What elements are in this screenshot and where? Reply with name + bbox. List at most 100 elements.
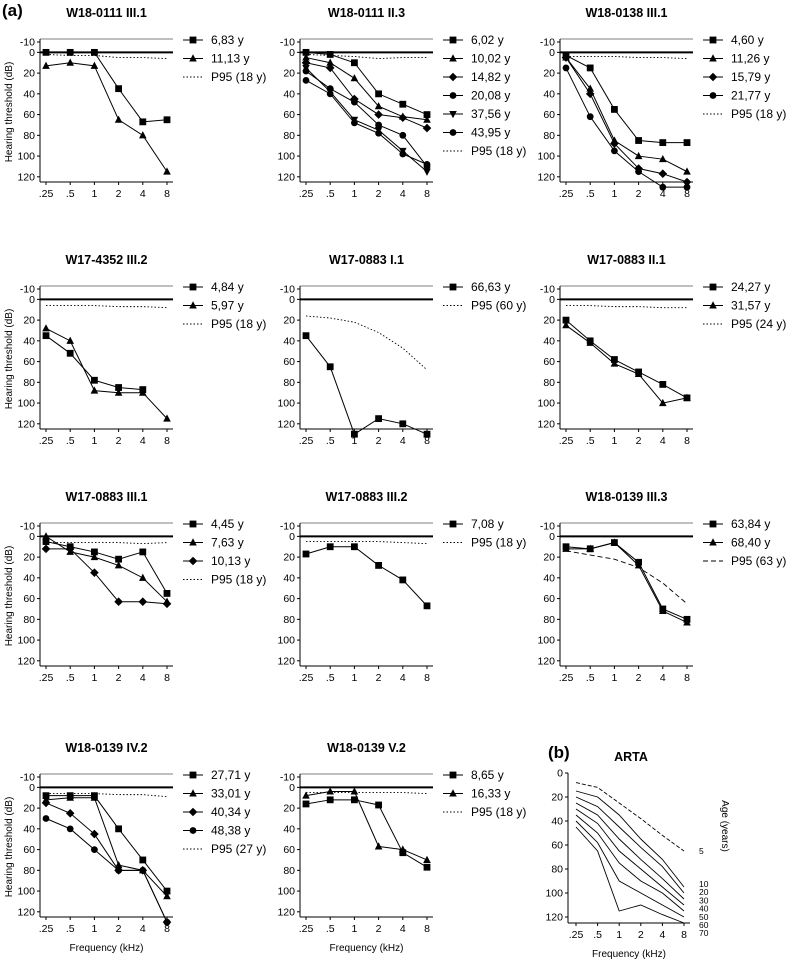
arta-age-curve — [575, 802, 685, 900]
x-tick-label: .25 — [39, 188, 54, 200]
data-point-marker — [351, 543, 358, 551]
data-point-marker — [42, 48, 50, 56]
series-line — [305, 799, 428, 868]
data-point-marker — [423, 430, 431, 438]
x-tick-label: 4 — [140, 672, 146, 684]
data-point-marker — [66, 793, 74, 801]
y-tick-label: 60 — [283, 356, 295, 368]
data-point-marker — [42, 332, 50, 340]
data-point-marker — [398, 113, 408, 123]
data-point-marker — [91, 48, 98, 56]
audiogram-panel-2: W18-0111 II.3 -100 20 40 60 80 100 120 .25 .5 1 2 4 8… — [277, 6, 526, 200]
y-tick-label: 20 — [283, 68, 295, 80]
x-tick-label: .25 — [39, 672, 54, 684]
data-point-marker — [610, 139, 619, 148]
data-point-marker — [163, 414, 171, 422]
x-tick-label: 1 — [611, 435, 617, 447]
x-tick-label: 8 — [424, 188, 430, 200]
y-axis-label: Hearing threshold (dB) — [4, 309, 15, 410]
legend-label: P95 (18 y) — [471, 536, 526, 550]
x-tick-label: 2 — [116, 188, 122, 200]
chart-title: W18-0111 II.3 — [328, 6, 405, 20]
chart-title: W18-0111 III.1 — [66, 6, 147, 20]
series-line — [45, 797, 168, 897]
x-tick-label: 2 — [376, 672, 382, 684]
audiogram-panel-11: W18-0139 V.2 -100 20 40 60 80 100 120 .25 .5 1 2 4 8 F… — [277, 741, 526, 954]
x-tick-label: 8 — [424, 923, 430, 935]
data-point-marker — [374, 110, 383, 119]
y-tick-label: 120 — [537, 171, 555, 183]
x-tick-label: 2 — [636, 672, 642, 684]
x-tick-label: 2 — [376, 188, 382, 200]
series-line — [306, 792, 428, 795]
x-tick-label: .5 — [66, 923, 75, 935]
data-point-marker — [610, 538, 619, 546]
data-point-marker — [610, 359, 619, 367]
legend-marker — [709, 92, 717, 99]
data-point-marker — [562, 316, 570, 324]
arta-age-curve — [575, 814, 685, 912]
data-point-marker — [91, 846, 98, 853]
x-tick-label: 2 — [636, 435, 642, 447]
data-point-marker — [659, 381, 667, 388]
age-curve-label: 30 — [699, 895, 709, 905]
x-tick-label: 1 — [351, 188, 357, 200]
legend-label: 21,77 y — [731, 89, 770, 103]
legend-label: 11,13 y — [211, 52, 249, 66]
legend-label: P95 (18 y) — [471, 144, 526, 158]
legend-label: 27,71 y — [211, 768, 250, 782]
y-tick-label: 120 — [277, 655, 295, 667]
data-point-marker — [139, 131, 147, 139]
x-tick-label: .5 — [326, 672, 335, 684]
y-tick-label: 40 — [23, 823, 35, 835]
data-point-marker — [65, 808, 75, 818]
arta-age-curve — [575, 826, 685, 924]
panel-label-a: (a) — [2, 1, 23, 20]
x-tick-label: .25 — [299, 188, 314, 200]
data-point-marker — [422, 123, 432, 133]
y-tick-label: 120 — [277, 906, 295, 918]
data-point-marker — [682, 177, 692, 187]
y-tick-label: 40 — [543, 335, 555, 347]
data-point-marker — [66, 336, 74, 344]
data-point-marker — [325, 63, 335, 73]
y-tick-label: 60 — [543, 356, 555, 368]
x-axis-label: Frequency (kHz) — [592, 949, 666, 960]
x-tick-label: .5 — [326, 435, 335, 447]
y-tick-label: 40 — [543, 88, 555, 100]
legend-marker — [189, 36, 197, 44]
x-tick-label: .5 — [586, 672, 595, 684]
y-tick-label: 100 — [277, 151, 295, 163]
data-point-marker — [423, 111, 431, 118]
legend-label: 63,84 y — [731, 517, 770, 531]
series-line — [566, 305, 687, 309]
data-point-marker — [66, 48, 74, 56]
legend-marker — [189, 520, 197, 528]
data-point-marker — [302, 64, 310, 73]
data-point-marker — [375, 90, 382, 98]
data-point-marker — [90, 61, 99, 69]
data-point-marker — [42, 532, 50, 540]
data-point-marker — [683, 183, 691, 191]
data-point-marker — [66, 825, 74, 833]
data-point-marker — [163, 918, 171, 926]
legend-marker — [449, 789, 457, 797]
y-tick-label: 80 — [543, 377, 555, 389]
x-tick-label: 8 — [164, 435, 170, 447]
data-point-marker — [635, 168, 642, 176]
data-point-marker — [114, 597, 123, 607]
x-tick-label: .25 — [39, 435, 54, 447]
age-curve-label: 5 — [699, 846, 704, 856]
data-point-marker — [139, 573, 147, 581]
x-tick-label: 4 — [140, 188, 146, 200]
y-tick-label: -10 — [280, 284, 295, 296]
data-point-marker — [351, 119, 358, 127]
legend-marker — [449, 54, 457, 62]
chart-title: W17-4352 III.2 — [66, 253, 148, 267]
data-point-marker — [326, 787, 334, 795]
y-tick-label: -10 — [20, 284, 35, 296]
x-tick-label: 8 — [424, 435, 430, 447]
data-point-marker — [90, 568, 99, 577]
series-line — [565, 55, 687, 144]
legend-label: 40,34 y — [211, 805, 250, 819]
